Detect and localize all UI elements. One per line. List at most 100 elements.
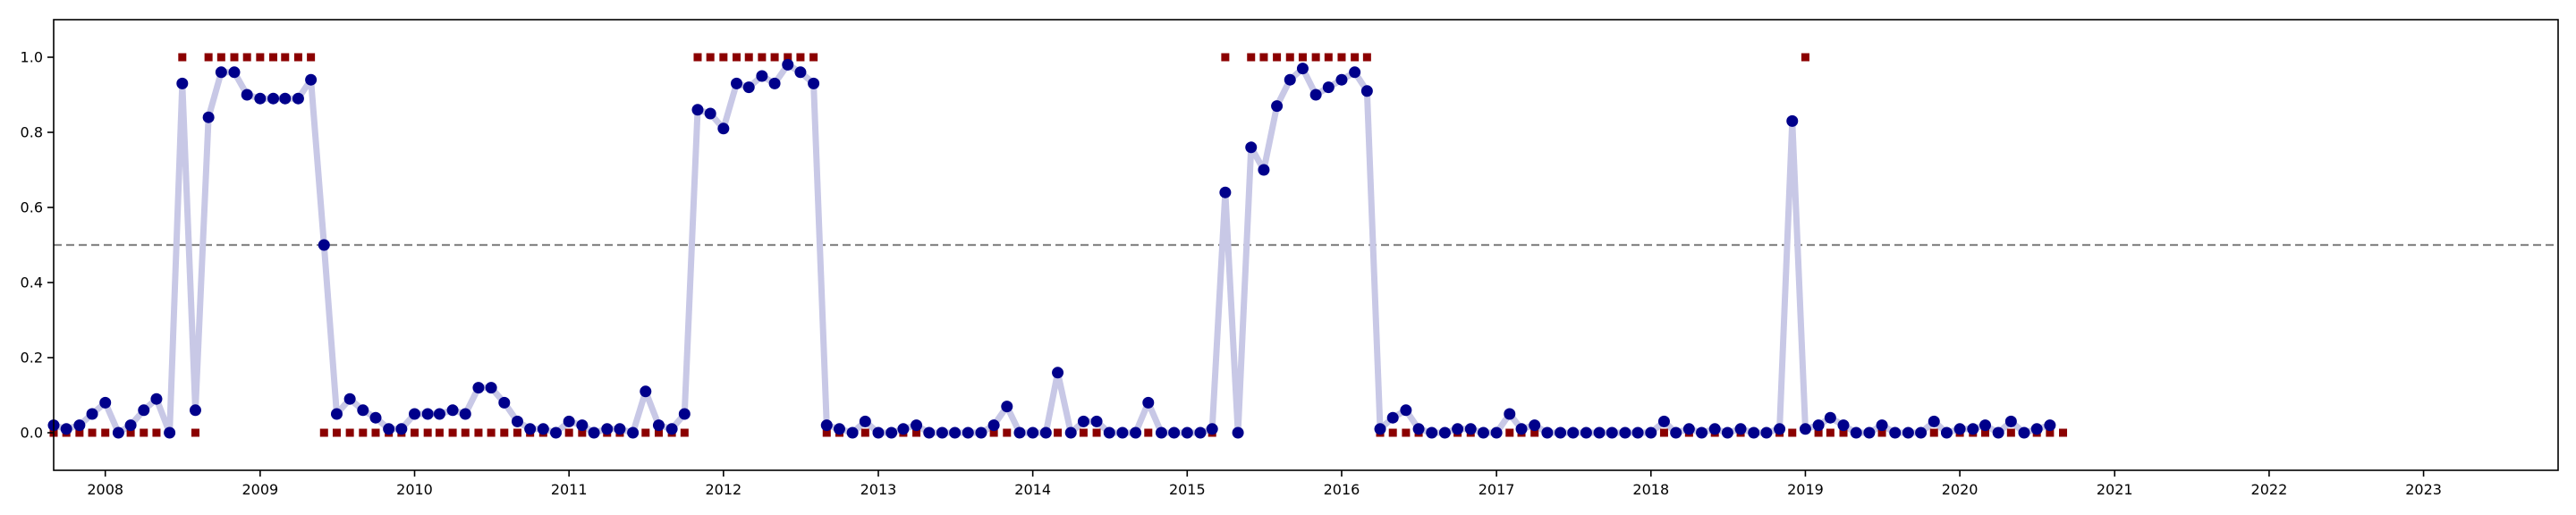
label-point [1324, 53, 1333, 62]
probability-point [1902, 426, 1914, 439]
label-point [269, 53, 278, 62]
probability-point [1001, 401, 1013, 413]
probability-point [1876, 419, 1888, 432]
x-tick-label: 2015 [1169, 481, 1206, 498]
label-point [1505, 428, 1514, 437]
x-tick-label: 2016 [1324, 481, 1360, 498]
probability-point [1774, 423, 1786, 435]
label-point [1298, 53, 1307, 62]
probability-point [1360, 85, 1373, 97]
label-point [1877, 428, 1886, 437]
label-point [719, 53, 728, 62]
x-tick-label: 2020 [1942, 481, 1979, 498]
probability-point [1967, 423, 1979, 435]
probability-point [768, 77, 781, 89]
probability-point [60, 423, 72, 435]
probability-point [563, 415, 575, 427]
probability-point [1593, 426, 1606, 439]
probability-point [2030, 423, 2043, 435]
probability-point [1322, 81, 1335, 94]
probability-point [756, 70, 768, 82]
label-point [345, 428, 354, 437]
probability-point [1940, 426, 1953, 439]
label-point [435, 428, 444, 437]
probability-point [1670, 426, 1682, 439]
probability-point [1555, 426, 1567, 439]
probability-point [1464, 423, 1477, 435]
label-point [242, 53, 251, 62]
label-point [332, 428, 341, 437]
probability-point [550, 426, 563, 439]
probability-point [2044, 419, 2056, 432]
probability-point [267, 92, 280, 105]
probability-point [1580, 426, 1592, 439]
probability-point [472, 382, 485, 394]
x-tick-label: 2021 [2097, 481, 2133, 498]
probability-point [1619, 426, 1631, 439]
probability-point [1863, 426, 1876, 439]
label-point [1259, 53, 1268, 62]
probability-point [1928, 415, 1940, 427]
probability-point [124, 419, 137, 432]
probability-point [99, 396, 112, 409]
probability-point [305, 73, 318, 86]
label-point [1362, 53, 1371, 62]
label-point [191, 428, 199, 437]
probability-point [742, 81, 755, 94]
probability-point [1027, 426, 1039, 439]
probability-point [1490, 426, 1503, 439]
label-point [693, 53, 702, 62]
label-point [461, 428, 470, 437]
probability-point [1426, 426, 1438, 439]
probability-point [1541, 426, 1554, 439]
probability-point [975, 426, 987, 439]
label-point [641, 428, 650, 437]
label-point [1826, 428, 1835, 437]
label-point [1054, 428, 1063, 437]
probability-point [1438, 426, 1451, 439]
y-tick-label: 0.8 [21, 124, 43, 141]
x-tick-label: 2019 [1787, 481, 1824, 498]
label-point [2059, 428, 2068, 437]
x-tick-label: 2011 [551, 481, 588, 498]
probability-point [911, 419, 923, 432]
label-point [178, 53, 187, 62]
probability-point [987, 419, 1000, 432]
label-point [744, 53, 753, 62]
probability-point [409, 408, 421, 420]
probability-point [433, 408, 445, 420]
label-point [293, 53, 302, 62]
label-point [1814, 428, 1823, 437]
label-point [1801, 53, 1809, 62]
label-point [1221, 53, 1230, 62]
probability-point [343, 393, 356, 405]
label-point [126, 428, 135, 437]
probability-point [485, 382, 497, 394]
label-point [216, 53, 225, 62]
probability-point [833, 423, 845, 435]
probability-point [1181, 426, 1193, 439]
probability-point [330, 408, 343, 420]
probability-point [1606, 426, 1618, 439]
probability-point [949, 426, 962, 439]
probability-point [369, 411, 382, 424]
probability-point [112, 426, 124, 439]
plot-frame [53, 19, 2559, 471]
label-point [423, 428, 432, 437]
label-point [371, 428, 380, 437]
probability-point [923, 426, 936, 439]
probability-point [627, 426, 640, 439]
x-tick-label: 2023 [2405, 481, 2442, 498]
probability-point [2018, 426, 2030, 439]
label-point [654, 428, 663, 437]
probability-point [665, 423, 678, 435]
probability-point [872, 426, 885, 439]
probability-point [1837, 419, 1850, 432]
label-point [796, 53, 805, 62]
probability-point [1349, 66, 1361, 79]
probability-point [1374, 423, 1386, 435]
label-point [75, 428, 84, 437]
label-point [256, 53, 265, 62]
probability-point [511, 415, 523, 427]
probability-point [1850, 426, 1862, 439]
